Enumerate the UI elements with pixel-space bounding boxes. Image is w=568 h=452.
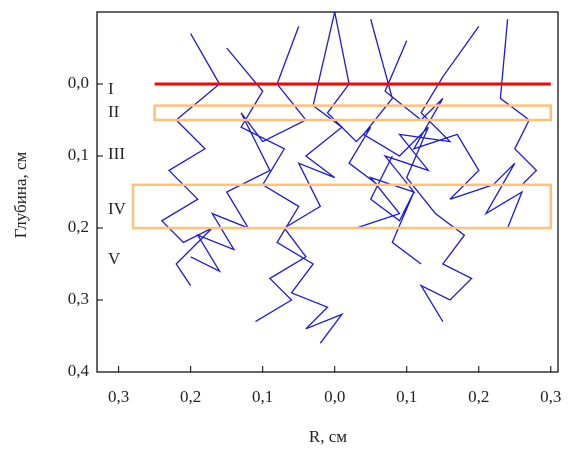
trajectory (326, 11, 422, 265)
y-tick-label: 0,4 (68, 361, 90, 380)
region-label: IV (108, 199, 127, 218)
x-tick-label: 0,0 (324, 387, 345, 406)
region-box (131, 183, 553, 230)
trajectory (499, 19, 538, 186)
y-tick-label: 0,3 (68, 289, 89, 308)
y-tick-label: 0,1 (68, 145, 89, 164)
trajectory (362, 19, 473, 322)
x-tick-label: 0,3 (540, 387, 561, 406)
region-label: I (108, 79, 114, 98)
x-tick-label: 0,1 (396, 387, 417, 406)
trajectory (160, 33, 221, 286)
region-label: II (108, 102, 120, 121)
x-tick-label: 0,1 (252, 387, 273, 406)
region-box (153, 104, 553, 122)
region-label: V (108, 249, 121, 268)
trajectory (226, 47, 344, 344)
x-tick-label: 0,2 (180, 387, 201, 406)
trajectory (356, 26, 480, 229)
y-tick-label: 0,2 (68, 217, 89, 236)
plot-frame (96, 11, 559, 373)
trajectory (384, 40, 524, 229)
y-tick-label: 0,0 (68, 73, 89, 92)
region-label: III (108, 144, 125, 163)
x-axis-label: R, см (309, 427, 347, 446)
y-axis-label: Глубина, см (11, 152, 30, 239)
x-tick-label: 0,3 (108, 387, 129, 406)
x-tick-label: 0,2 (468, 387, 489, 406)
